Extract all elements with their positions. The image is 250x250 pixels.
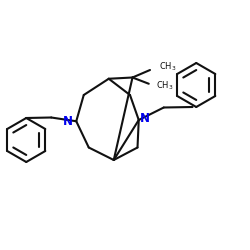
Text: N: N <box>140 112 150 125</box>
Text: CH$_3$: CH$_3$ <box>156 80 174 92</box>
Text: N: N <box>63 115 73 128</box>
Text: CH$_3$: CH$_3$ <box>159 61 176 73</box>
